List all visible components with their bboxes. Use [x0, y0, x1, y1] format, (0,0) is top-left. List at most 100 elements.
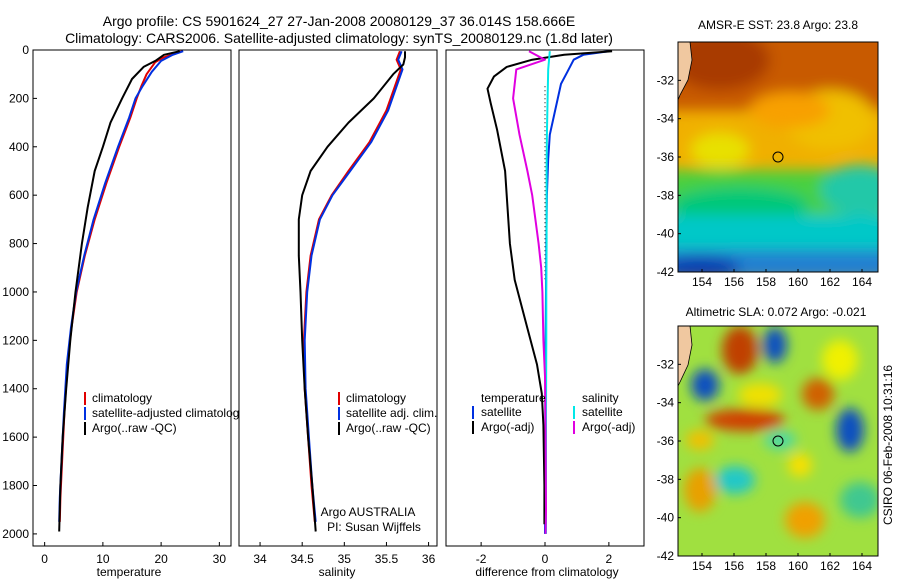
difference-legend: temperature salinity satellite Argo(-adj… — [472, 391, 635, 434]
map-y-tick-label: -40 — [657, 511, 675, 525]
legend-swatch-argo — [84, 422, 86, 435]
temperature-axis-label: temperature — [97, 565, 162, 579]
map-x-tick-label: 154 — [692, 559, 712, 573]
credit-line2: PI: Susan Wijffels — [327, 520, 421, 534]
salinity-series-line-2 — [297, 51, 406, 532]
map-x-tick-label: 156 — [724, 559, 744, 573]
credit-line1: Argo AUSTRALIA — [321, 505, 416, 519]
figure-title-line1: Argo profile: CS 5901624_27 27-Jan-2008 … — [103, 13, 576, 29]
map-x-tick-label: 156 — [724, 275, 744, 289]
map-y-tick-label: -36 — [657, 434, 675, 448]
legend-label-temperature-argo: Argo(-adj) — [481, 420, 534, 434]
map-y-tick-label: -38 — [657, 188, 675, 202]
x-tick-label: 34.5 — [291, 552, 315, 566]
map-y-tick-label: -32 — [657, 73, 675, 87]
map-x-tick-label: 164 — [852, 275, 872, 289]
sla-map-panel: Altimetric SLA: 0.072 Argo: -0.021 — [657, 305, 879, 573]
map-x-tick-label: 162 — [820, 275, 840, 289]
y-tick-label: 2000 — [2, 527, 29, 541]
x-tick-label: 0 — [542, 552, 549, 566]
legend-swatch-satellite — [84, 407, 86, 420]
x-tick-label: 10 — [96, 552, 110, 566]
salinity-series-line-0 — [302, 50, 402, 522]
argo-float-marker — [772, 151, 784, 163]
x-tick-label: 34 — [253, 552, 267, 566]
y-tick-label: 1200 — [2, 333, 29, 347]
legend-swatch-temperature-satellite — [472, 406, 474, 419]
temperature-series-line-2 — [58, 50, 181, 532]
x-tick-label: 35.5 — [375, 552, 399, 566]
legend-label-salinity-argo: Argo(-adj) — [582, 420, 635, 434]
map-x-tick-label: 164 — [852, 559, 872, 573]
sst-map-panel: AMSR-E SST: 23.8 Argo: 23.8 154 156 158 160… — [657, 18, 879, 289]
x-tick-label: 35 — [338, 552, 352, 566]
legend-header-salinity: salinity — [582, 391, 619, 405]
map-x-tick-label: 154 — [692, 275, 712, 289]
map-y-tick-label: -32 — [657, 357, 675, 371]
legend-swatch-salinity-argo — [573, 421, 575, 434]
temperature-panel: 0 10 20 30 0 200 400 600 800 1000 1200 1400 1600 1800… — [2, 43, 239, 579]
map-x-tick-label: 160 — [788, 559, 808, 573]
y-tick-label: 1000 — [2, 285, 29, 299]
legend-label-satellite: satellite adj. clim. — [346, 406, 437, 420]
sst-heatmap — [678, 42, 878, 272]
map-y-tick-label: -42 — [657, 265, 675, 279]
map-y-tick-label: -42 — [657, 549, 675, 563]
legend-header-temperature: temperature — [481, 391, 546, 405]
difference-series-line-3 — [512, 50, 547, 534]
salinity-legend: climatology satellite adj. clim. Argo(..… — [338, 391, 437, 435]
legend-label-argo: Argo(..raw -QC) — [92, 421, 177, 435]
legend-swatch-climatology — [338, 392, 340, 405]
map-y-tick-label: -36 — [657, 150, 675, 164]
difference-panel: -2 0 2 difference from climatology tempera… — [445, 49, 645, 579]
legend-label-climatology: climatology — [346, 391, 406, 405]
timestamp-footer: CSIRO 06-Feb-2008 10:31:16 — [881, 365, 895, 525]
map-x-tick-label: 158 — [756, 559, 776, 573]
x-tick-label: 0 — [41, 552, 48, 566]
y-tick-label: 600 — [9, 188, 29, 202]
temperature-series-line-1 — [58, 50, 184, 522]
x-tick-label: 36 — [422, 552, 436, 566]
y-tick-label: 800 — [9, 237, 29, 251]
sla-heatmap — [678, 326, 878, 556]
legend-swatch-climatology — [84, 392, 86, 405]
difference-plot-frame — [445, 49, 645, 547]
legend-swatch-argo — [338, 422, 340, 435]
y-tick-label: 1400 — [2, 382, 29, 396]
x-tick-label: 2 — [606, 552, 613, 566]
figure-title-line2: Climatology: CARS2006. Satellite-adjuste… — [65, 30, 613, 46]
legend-swatch-temperature-argo — [472, 421, 474, 434]
argo-float-marker — [772, 435, 784, 447]
y-tick-label: 200 — [9, 91, 29, 105]
map-y-tick-label: -34 — [657, 396, 675, 410]
salinity-plot-frame — [238, 49, 438, 547]
salinity-axis-label: salinity — [319, 565, 356, 579]
legend-label-salinity-satellite: satellite — [582, 405, 623, 419]
legend-label-temperature-satellite: satellite — [481, 405, 522, 419]
map-x-tick-label: 158 — [756, 275, 776, 289]
map-y-tick-label: -34 — [657, 112, 675, 126]
map-x-tick-label: 162 — [820, 559, 840, 573]
legend-swatch-satellite — [338, 407, 340, 420]
difference-series-line-1 — [486, 50, 613, 525]
legend-label-satellite: satellite-adjusted climatolog — [92, 406, 239, 420]
salinity-series-line-1 — [303, 50, 404, 522]
map-y-tick-label: -40 — [657, 227, 675, 241]
difference-series-line-0 — [544, 50, 610, 534]
legend-swatch-salinity-satellite — [573, 406, 575, 419]
y-tick-label: 1800 — [2, 479, 29, 493]
temperature-legend: climatology satellite-adjusted climatolo… — [84, 391, 239, 435]
sst-map-title: AMSR-E SST: 23.8 Argo: 23.8 — [698, 18, 858, 32]
y-tick-label: 1600 — [2, 430, 29, 444]
map-x-tick-label: 160 — [788, 275, 808, 289]
salinity-panel: 34 34.5 35 35.5 36 salinity climatology sate… — [238, 49, 438, 579]
y-tick-label: 400 — [9, 140, 29, 154]
x-tick-label: -2 — [476, 552, 487, 566]
legend-label-climatology: climatology — [92, 391, 152, 405]
temperature-plot-frame — [32, 49, 232, 547]
legend-label-argo: Argo(..raw -QC) — [346, 421, 431, 435]
map-y-tick-label: -38 — [657, 472, 675, 486]
x-tick-label: 30 — [213, 552, 227, 566]
y-tick-label: 0 — [22, 43, 29, 57]
